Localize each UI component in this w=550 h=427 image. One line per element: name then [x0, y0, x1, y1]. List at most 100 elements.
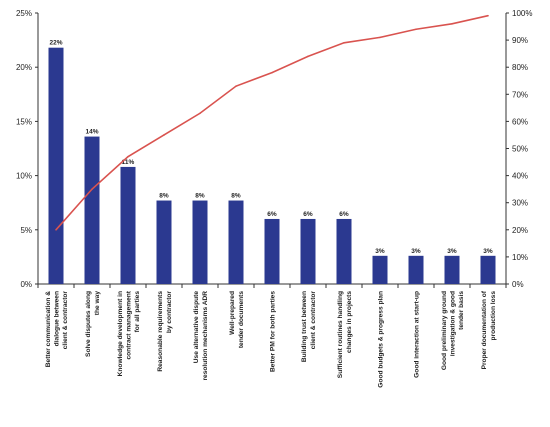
category-label-line: Use alternative dispute [193, 291, 200, 364]
cumulative-point [487, 14, 489, 17]
bar-data-label: 3% [483, 248, 493, 255]
category-label-line: Good interaction at start-up [414, 291, 421, 378]
category-label-line: client & contractor [62, 291, 69, 350]
category-label-line: tender basis [458, 291, 465, 330]
category-label-line: tender documents [238, 291, 245, 348]
category-label-line: Building trust between [301, 291, 308, 362]
bar [84, 136, 100, 284]
right-tick-label: 80% [512, 63, 528, 72]
category-label-line: Better PM for both parties [270, 291, 277, 372]
bar [300, 218, 316, 284]
category-label: Solve disputes along the way [85, 291, 101, 357]
left-tick-label: 5% [20, 226, 32, 235]
bar [264, 218, 280, 284]
left-tick-label: 10% [16, 172, 32, 181]
category-label: Knowledge development in contract managem… [117, 290, 141, 376]
category-label: Good interaction at start-up [414, 291, 421, 378]
bar [228, 200, 244, 284]
category-label-line: Proper documentation of [481, 290, 488, 369]
category-label: Better communication & dialogue between cl… [45, 291, 69, 368]
bar-data-label: 22% [49, 40, 62, 47]
bar [120, 166, 136, 284]
category-label-line: investigation & good [450, 291, 457, 356]
bar-data-label: 3% [411, 248, 421, 255]
category-label-line: Knowledge development in [117, 291, 124, 376]
cumulative-line [55, 14, 489, 231]
bar [372, 255, 388, 284]
bar-data-label: 6% [339, 211, 349, 218]
cumulative-point [91, 188, 93, 190]
bar-data-label: 8% [231, 193, 241, 200]
cumulative-point [379, 36, 381, 39]
category-label: Proper documentation of production loss [481, 290, 497, 369]
bar [408, 255, 424, 284]
category-label: Building trust between client & contracto… [301, 291, 317, 363]
category-labels: Better communication & dialogue between cl… [45, 290, 497, 388]
bar [192, 200, 208, 284]
category-label-line: production loss [490, 291, 497, 341]
category-label-line: for all parties [134, 291, 141, 333]
category-label-line: Well-prepared [229, 291, 236, 335]
right-tick-label: 0% [512, 280, 524, 289]
bar-data-label: 11% [122, 159, 135, 166]
right-tick-label: 50% [512, 145, 528, 154]
category-label-line: Good preliminary ground [441, 291, 448, 370]
category-label-line: Sufficient routines handling [337, 291, 344, 378]
category-label: Well-prepared tender documents [229, 291, 245, 348]
category-label-line: dialogue between [54, 291, 61, 346]
category-label: Good budgets & progress plan [378, 291, 385, 388]
category-label: Good preliminary ground investigation & g… [441, 291, 465, 370]
cumulative-point [451, 23, 453, 25]
bar [156, 200, 172, 284]
axes: 0% 5% 10% 15% 20% 25% 0% 10% 20% 30% 40% 50% 60% 70% 8… [16, 9, 532, 289]
bar-data-label: 8% [159, 193, 169, 200]
bar-data-label: 6% [303, 211, 313, 218]
category-label-line: the way [94, 291, 101, 316]
bar-data-label: 3% [447, 248, 457, 255]
bar-data-label: 6% [267, 211, 277, 218]
right-tick-label: 90% [512, 36, 528, 45]
right-tick-label: 60% [512, 117, 528, 126]
left-tick-label: 20% [16, 63, 32, 72]
category-label-line: resolution mechanisms ADR [202, 291, 209, 381]
right-tick-label: 10% [512, 253, 528, 262]
category-label-line: Solve disputes along [85, 291, 92, 357]
cumulative-point [163, 134, 165, 136]
cumulative-point [343, 42, 345, 44]
category-label-line: contract management [126, 290, 133, 359]
bar-data-label: 8% [195, 193, 205, 200]
cumulative-point [235, 85, 237, 87]
category-label: Better PM for both parties [270, 291, 277, 372]
category-label: Sufficient routines handling changes in p… [337, 291, 353, 379]
category-label: Reasonable requirements by contractor [157, 291, 173, 372]
cumulative-point [271, 71, 273, 74]
cumulative-point [199, 112, 201, 115]
category-label-line: client & contractor [310, 291, 317, 350]
cumulative-point [415, 28, 417, 31]
cumulative-point [307, 55, 309, 58]
right-tick-label: 40% [512, 172, 528, 181]
category-label-line: Reasonable requirements [157, 291, 164, 372]
data-labels: 22% 14% 11% 8% 8% 8% 6% 6% 6% 3% 3% 3% 3% [49, 40, 492, 255]
left-tick-label: 25% [16, 9, 32, 18]
bar-data-label: 14% [85, 129, 98, 136]
bar [336, 218, 352, 284]
bar [480, 255, 496, 284]
bar [48, 47, 64, 284]
left-tick-label: 15% [16, 117, 32, 126]
bars [48, 47, 496, 284]
right-tick-label: 100% [512, 9, 532, 18]
category-label-line: Good budgets & progress plan [378, 291, 385, 388]
bar-data-label: 3% [375, 248, 385, 255]
cumulative-point [55, 229, 57, 231]
bar [444, 255, 460, 284]
category-label-line: changes in projects [346, 291, 353, 353]
right-tick-label: 70% [512, 90, 528, 99]
category-label: Use alternative dispute resolution mechan… [193, 291, 209, 381]
right-tick-label: 30% [512, 199, 528, 208]
category-label-line: Better communication & [45, 291, 52, 367]
category-label-line: by contractor [166, 291, 173, 334]
right-tick-label: 20% [512, 226, 528, 235]
cumulative-point [127, 155, 129, 158]
